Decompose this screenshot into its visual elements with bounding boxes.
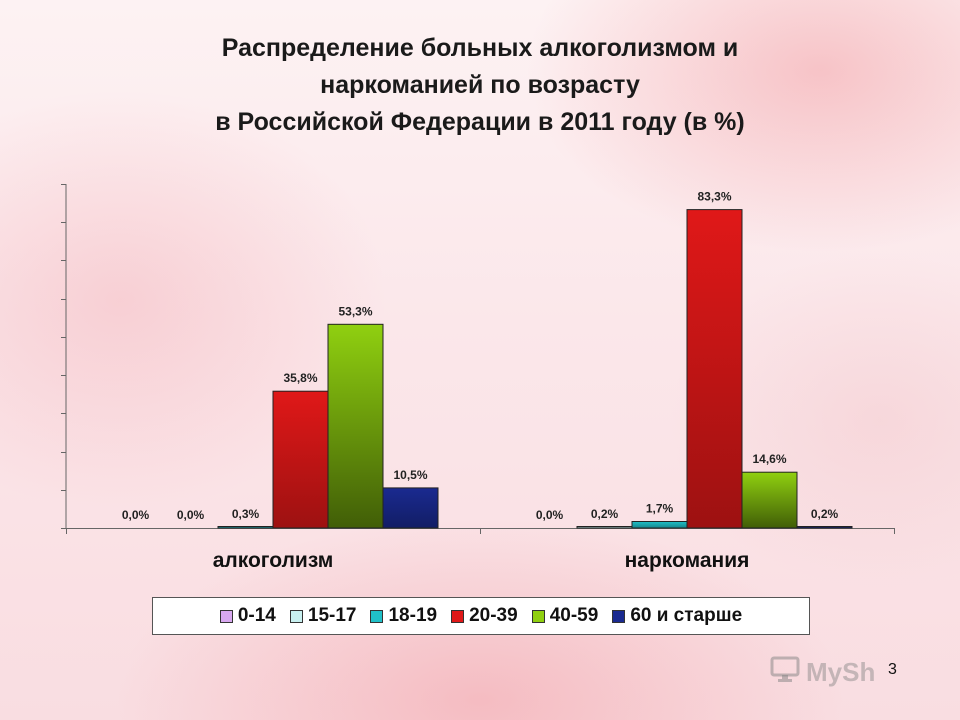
x-tick-label: наркомания (625, 549, 750, 572)
legend-label: 60 и старше (630, 605, 743, 626)
legend-label: 18-19 (388, 605, 438, 626)
legend-label: 40-59 (549, 605, 599, 626)
data-label: 35,8% (283, 371, 317, 385)
data-label: 0,2% (591, 507, 619, 521)
title-line-3: в Российской Федерации в 2011 году (в %) (215, 108, 745, 136)
legend-item: 20-39 (451, 605, 518, 627)
legend-item: 60 и старше (612, 605, 742, 627)
legend-swatch (289, 609, 303, 623)
data-label: 0,0% (536, 508, 564, 522)
data-label: 1,7% (646, 502, 674, 516)
title-line-1: Распределение больных алкоголизмом и (221, 34, 739, 62)
legend-swatch (370, 609, 384, 623)
legend-swatch (219, 609, 233, 623)
data-label: 14,6% (752, 452, 786, 466)
x-tick-label: алкоголизм (213, 549, 334, 572)
bar-20-39-наркомания (686, 209, 743, 529)
bar-60 и старше-наркомания (796, 526, 853, 529)
data-label: 53,3% (338, 304, 372, 318)
bar-60 и старше-алкоголизм (382, 487, 439, 529)
data-label: 10,5% (393, 468, 427, 482)
legend-label: 0-14 (237, 605, 276, 626)
watermark-text: MySh (806, 656, 876, 687)
monitor-icon (770, 655, 800, 690)
title-line-2: наркоманией по возрасту (320, 71, 640, 99)
legend-swatch (451, 609, 465, 623)
watermark-logo: MySh (770, 655, 875, 689)
legend-label: 15-17 (307, 605, 357, 626)
legend-item: 0-14 (219, 605, 276, 627)
data-label: 0,3% (232, 507, 260, 521)
chart-legend: 0-14 15-17 18-19 20-39 40-59 60 и старше (152, 597, 810, 635)
bar-18-19-алкоголизм (217, 526, 274, 529)
slide-number: 3 (888, 661, 897, 678)
legend-swatch (612, 609, 626, 623)
data-label: 0,0% (122, 508, 150, 522)
data-label: 0,2% (811, 507, 839, 521)
legend-item: 40-59 (531, 605, 599, 627)
data-label: 83,3% (697, 190, 731, 204)
chart-title: Распределение больных алкоголизмом и нар… (80, 30, 880, 141)
bar-15-17-наркомания (576, 526, 633, 529)
bar-18-19-наркомания (631, 521, 688, 529)
legend-item: 15-17 (289, 605, 357, 627)
bar-40-59-алкоголизм (327, 323, 384, 529)
bar-20-39-алкоголизм (272, 390, 329, 529)
legend-swatch (531, 609, 545, 623)
legend-label: 20-39 (469, 605, 518, 626)
legend-item: 18-19 (370, 605, 437, 627)
bar-40-59-наркомания (741, 471, 798, 529)
data-label: 0,0% (177, 508, 205, 522)
